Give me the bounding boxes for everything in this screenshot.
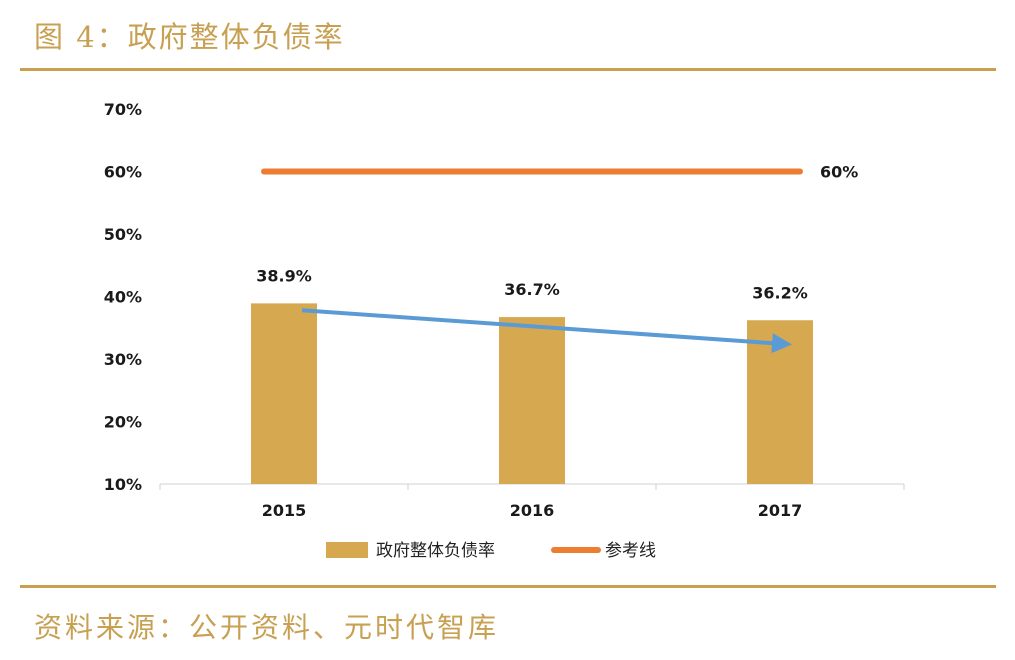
data-label: 36.7% [504, 280, 560, 299]
data-label: 38.9% [256, 266, 312, 285]
y-tick-label: 60% [104, 163, 142, 182]
x-tick-label: 2016 [510, 501, 555, 520]
bottom-divider [20, 585, 996, 588]
trend-arrow [301, 308, 792, 354]
y-tick-label: 10% [104, 475, 142, 494]
figure-source: 资料来源：公开资料、元时代智库 [34, 611, 500, 644]
data-label: 36.2% [752, 283, 808, 302]
y-tick-label: 20% [104, 413, 142, 432]
y-tick-label: 50% [104, 225, 142, 244]
x-tick-label: 2015 [262, 501, 307, 520]
chart-area: 10% 20% 30% 40% 50% 60% 70% 38.9% 36.7% 36.2% 2015… [20, 71, 996, 585]
figure-title: 图 4：政府整体负债率 [34, 20, 345, 54]
legend-label-bar: 政府整体负债率 [376, 541, 495, 561]
legend-swatch-bar [326, 542, 368, 558]
y-tick-label: 70% [104, 100, 142, 119]
bar-2016 [499, 317, 565, 484]
y-tick-label: 40% [104, 288, 142, 307]
bar-2015 [251, 303, 317, 484]
chart-svg: 10% 20% 30% 40% 50% 60% 70% 38.9% 36.7% 36.2% 2015… [104, 100, 905, 561]
legend-label-line: 参考线 [605, 541, 656, 561]
y-tick-label: 30% [104, 350, 142, 369]
x-tick-label: 2017 [758, 501, 803, 520]
reference-line-label: 60% [820, 163, 858, 182]
top-divider [20, 68, 996, 71]
